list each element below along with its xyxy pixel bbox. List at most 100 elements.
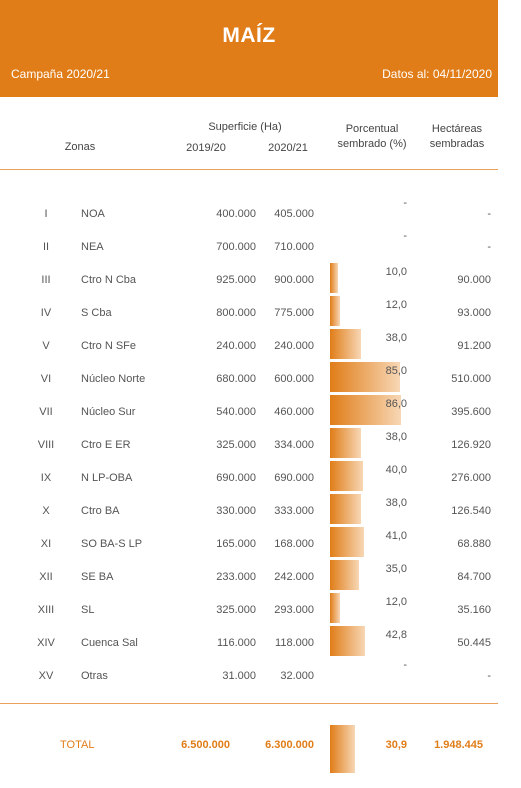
percent-sown: 40,0: [385, 464, 407, 476]
table-row: X Ctro BA 330.000 333.000 38,0 126.540: [0, 494, 498, 527]
table-row: XV Otras 31.000 32.000 - -: [0, 659, 498, 692]
percent-bar: [330, 593, 340, 623]
zone-number: XI: [40, 538, 52, 550]
header-porcentual: Porcentual sembrado (%): [330, 122, 414, 152]
surface-2019-20: 680.000: [216, 373, 256, 385]
data-date-label: Datos al: 04/11/2020: [382, 67, 492, 81]
surface-2020-21: 242.000: [274, 571, 314, 583]
total-label: TOTAL: [60, 739, 95, 751]
percent-sown: 38,0: [385, 431, 407, 443]
zone-name: Ctro N SFe: [81, 340, 137, 352]
hectares-sown: -: [487, 208, 491, 220]
percent-sown: 12,0: [385, 596, 407, 608]
zone-number: V: [42, 340, 50, 352]
percent-bar: [330, 362, 400, 392]
surface-2019-20: 325.000: [216, 604, 256, 616]
percent-bar: [330, 494, 362, 524]
surface-2020-21: 900.000: [274, 274, 314, 286]
surface-2019-20: 116.000: [217, 637, 256, 649]
table-row: XIII SL 325.000 293.000 12,0 35.160: [0, 593, 498, 626]
surface-2019-20: 540.000: [216, 406, 256, 418]
header-porcentual-line2: sembrado (%): [337, 138, 407, 150]
percent-sown: 38,0: [385, 332, 407, 344]
percent-bar: [330, 395, 401, 425]
table-row: VIII Ctro E ER 325.000 334.000 38,0 126.920: [0, 428, 498, 461]
hectares-sown: 126.540: [451, 505, 491, 517]
total-hectares: 1.948.445: [434, 739, 483, 751]
zone-name: S Cba: [81, 307, 112, 319]
zone-name: N LP-OBA: [81, 472, 133, 484]
zone-name: Ctro BA: [81, 505, 120, 517]
zone-number: XIV: [37, 637, 55, 649]
hectares-sown: 91.200: [457, 340, 491, 352]
percent-sown: 35,0: [385, 563, 407, 575]
table-row: VII Núcleo Sur 540.000 460.000 86,0 395.600: [0, 395, 498, 428]
surface-2019-20: 800.000: [216, 307, 256, 319]
table-row: III Ctro N Cba 925.000 900.000 10,0 90.000: [0, 263, 498, 296]
zone-name: SL: [81, 604, 95, 616]
percent-sown: 85,0: [385, 365, 407, 377]
surface-2019-20: 240.000: [216, 340, 256, 352]
zone-name: Otras: [81, 670, 108, 682]
surface-2019-20: 690.000: [216, 472, 256, 484]
table-row: IX N LP-OBA 690.000 690.000 40,0 276.000: [0, 461, 498, 494]
percent-bar: [330, 428, 362, 458]
header-hectareas-line2: sembradas: [429, 138, 485, 150]
hectares-sown: 68.880: [457, 538, 491, 550]
zone-number: VIII: [37, 439, 55, 451]
zone-number: VII: [39, 406, 53, 418]
total-2019-20: 6.500.000: [181, 739, 230, 751]
percent-bar: [330, 461, 363, 491]
zone-number: X: [42, 505, 50, 517]
header-hectareas: Hectáreas sembradas: [422, 122, 492, 152]
total-row: TOTAL 6.500.000 6.300.000 30,9 1.948.445: [0, 725, 498, 773]
zone-number: IX: [40, 472, 52, 484]
hectares-sown: 84.700: [457, 571, 491, 583]
header-hectareas-line1: Hectáreas: [431, 123, 483, 135]
zone-number: XII: [39, 571, 53, 583]
percent-sown: -: [403, 230, 407, 242]
hectares-sown: 126.920: [451, 439, 491, 451]
zone-number: IV: [40, 307, 52, 319]
total-percent: 30,9: [385, 739, 407, 751]
zone-number: XIII: [37, 604, 55, 616]
zone-name: Núcleo Sur: [81, 406, 136, 418]
zone-name: Ctro E ER: [81, 439, 131, 451]
surface-2019-20: 31.000: [222, 670, 256, 682]
zone-name: Ctro N Cba: [81, 274, 137, 286]
zone-number: XV: [38, 670, 54, 682]
total-divider: [0, 703, 498, 704]
percent-sown: 38,0: [385, 497, 407, 509]
zone-name: SE BA: [81, 571, 114, 583]
surface-2020-21: 775.000: [274, 307, 314, 319]
table-row: XI SO BA-S LP 165.000 168.000 41,0 68.880: [0, 527, 498, 560]
hectares-sown: -: [487, 241, 491, 253]
total-2020-21: 6.300.000: [265, 739, 314, 751]
percent-sown: 10,0: [385, 266, 407, 278]
percent-bar: [330, 329, 362, 359]
header-zonas: Zonas: [64, 141, 96, 153]
percent-sown: -: [403, 659, 407, 671]
percent-bar: [330, 560, 359, 590]
hectares-sown: -: [487, 670, 491, 682]
campaign-label: Campaña 2020/21: [11, 67, 110, 81]
surface-2020-21: 118.000: [275, 637, 314, 649]
table-row: XIV Cuenca Sal 116.000 118.000 42,8 50.445: [0, 626, 498, 659]
surface-2019-20: 925.000: [216, 274, 256, 286]
surface-2020-21: 460.000: [274, 406, 314, 418]
table-row: II NEA 700.000 710.000 - -: [0, 230, 498, 263]
zone-name: SO BA-S LP: [81, 538, 143, 550]
zone-number: I: [44, 208, 48, 220]
hectares-sown: 276.000: [451, 472, 491, 484]
total-percent-bar: [330, 725, 356, 773]
surface-2020-21: 333.000: [274, 505, 314, 517]
hectares-sown: 50.445: [457, 637, 491, 649]
zone-name: Cuenca Sal: [81, 637, 138, 649]
header-2019-20: 2019/20: [186, 142, 226, 154]
percent-bar: [330, 626, 366, 656]
surface-2019-20: 330.000: [216, 505, 256, 517]
surface-2019-20: 165.000: [216, 538, 256, 550]
table-row: XII SE BA 233.000 242.000 35,0 84.700: [0, 560, 498, 593]
hectares-sown: 35.160: [457, 604, 491, 616]
percent-sown: 86,0: [385, 398, 407, 410]
